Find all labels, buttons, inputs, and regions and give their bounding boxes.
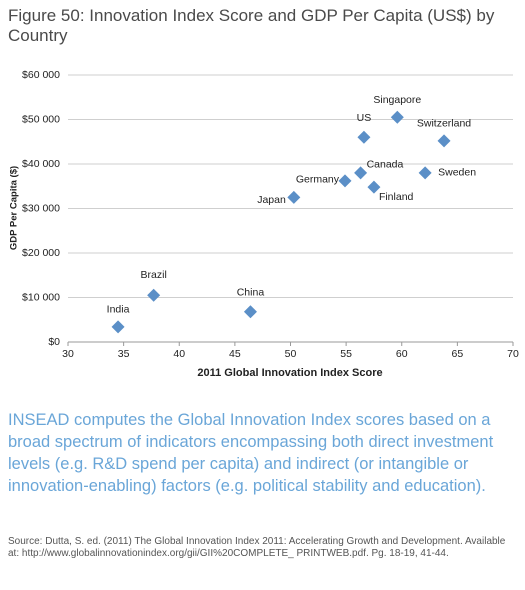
point — [418, 166, 432, 180]
x-tick-label: 70 — [507, 348, 519, 360]
point — [437, 134, 451, 148]
x-tick-label: 65 — [452, 348, 464, 360]
y-tick-label: $0 — [48, 336, 60, 348]
y-tick-label: $50 000 — [22, 113, 60, 125]
point-label: US — [357, 112, 372, 124]
point-label: China — [237, 287, 265, 299]
x-tick-label: 60 — [396, 348, 408, 360]
x-tick-label: 50 — [285, 348, 297, 360]
point-label: Japan — [257, 194, 286, 206]
caption: INSEAD computes the Global Innovation In… — [8, 411, 494, 495]
source: Source: Dutta, S. ed. (2011) The Global … — [8, 536, 506, 559]
point — [147, 288, 161, 302]
point-label: Canada — [367, 159, 404, 171]
point-label: Singapore — [373, 94, 421, 106]
x-tick-label: 30 — [62, 348, 74, 360]
point-label: Sweden — [438, 167, 476, 179]
point-label: Brazil — [141, 269, 167, 281]
point — [338, 174, 352, 188]
y-tick-label: $20 000 — [22, 247, 60, 259]
y-tick-label: $30 000 — [22, 202, 60, 214]
point — [287, 190, 301, 204]
point — [367, 180, 381, 194]
point — [354, 166, 368, 180]
point-label: Germany — [296, 174, 340, 186]
chart: GDP Per Capita ($) 2011 Global Innovatio… — [9, 69, 519, 379]
x-tick-label: 40 — [173, 348, 185, 360]
point-label: Finland — [379, 191, 414, 203]
point — [243, 305, 257, 319]
x-axis-label: 2011 Global Innovation Index Score — [197, 367, 382, 379]
y-tick-label: $40 000 — [22, 158, 60, 170]
x-tick-label: 55 — [340, 348, 352, 360]
y-axis-label: GDP Per Capita ($) — [9, 166, 20, 250]
x-tick-label: 45 — [229, 348, 241, 360]
point — [357, 130, 371, 144]
point — [390, 110, 404, 124]
point — [111, 320, 125, 334]
x-tick-label: 35 — [118, 348, 130, 360]
point-label: Switzerland — [417, 118, 471, 130]
title: Figure 50: Innovation Index Score and GD… — [8, 6, 495, 45]
y-tick-label: $10 000 — [22, 291, 60, 303]
y-tick-label: $60 000 — [22, 69, 60, 81]
point-label: India — [107, 304, 130, 316]
